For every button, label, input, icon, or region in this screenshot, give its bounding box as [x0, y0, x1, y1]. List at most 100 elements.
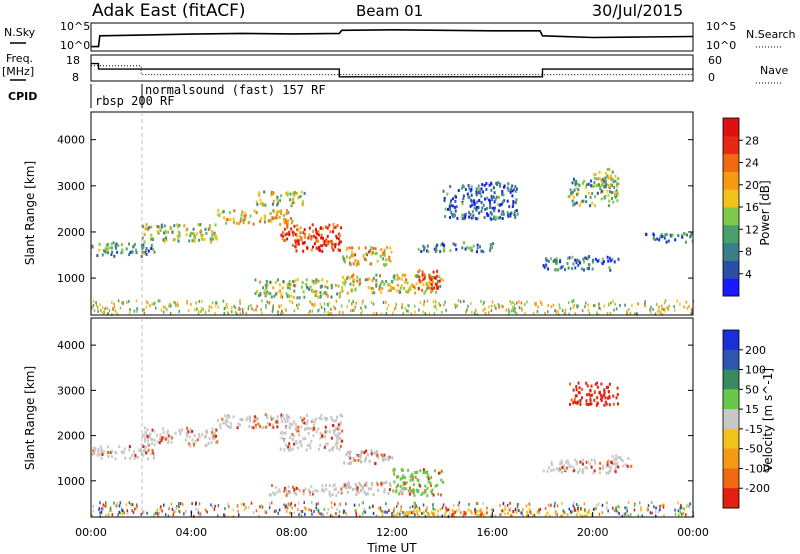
echo-cell	[229, 421, 232, 425]
echo-cell	[339, 291, 341, 295]
echo-cell	[291, 300, 294, 304]
echo-cell	[426, 299, 429, 303]
echo-cell	[402, 480, 405, 484]
echo-cell	[179, 430, 182, 434]
echo-cell	[500, 202, 503, 206]
echo-cell	[145, 451, 148, 455]
echo-cell	[373, 451, 376, 455]
echo-cell	[287, 502, 290, 506]
echo-cell	[576, 258, 579, 262]
echo-cell	[372, 504, 374, 508]
echo-cell	[394, 306, 397, 309]
echo-cell	[493, 200, 496, 204]
echo-cell	[315, 503, 318, 506]
colorbar-swatch-8	[723, 488, 739, 509]
echo-cell	[173, 300, 175, 304]
echo-cell	[327, 508, 329, 512]
echo-cell	[344, 483, 347, 487]
echo-cell	[425, 509, 428, 513]
echo-cell	[607, 390, 610, 393]
echo-cell	[337, 232, 340, 236]
echo-cell	[608, 256, 611, 260]
echo-cell	[485, 187, 488, 191]
echo-cell	[168, 507, 170, 511]
echo-cell	[364, 483, 367, 487]
echo-cell	[516, 312, 518, 316]
echo-cell	[269, 300, 271, 304]
echo-cell	[372, 287, 375, 291]
echo-cell	[281, 420, 284, 424]
echo-cell	[221, 417, 224, 421]
echo-cell	[306, 444, 309, 448]
echo-cell	[613, 191, 616, 195]
echo-cell	[578, 204, 581, 207]
echo-cell	[399, 509, 402, 512]
echo-cell	[91, 452, 94, 456]
echo-cell	[191, 502, 193, 506]
echo-cell	[346, 276, 349, 280]
echo-cell	[368, 459, 371, 463]
echo-cell	[213, 231, 216, 235]
echo-cell	[566, 466, 568, 470]
echo-cell	[685, 300, 688, 304]
echo-cell	[522, 508, 524, 512]
echo-cell	[258, 191, 261, 195]
echo-cell	[97, 448, 100, 451]
echo-cell	[395, 302, 397, 306]
echo-cell	[627, 308, 630, 311]
echo-cell	[478, 211, 481, 215]
echo-cell	[379, 506, 382, 510]
echo-cell	[475, 308, 477, 312]
echo-cell	[461, 216, 464, 220]
echo-cell	[131, 453, 134, 457]
echo-cell	[375, 452, 378, 456]
echo-cell	[288, 280, 291, 284]
echo-cell	[396, 504, 398, 508]
echo-cell	[621, 514, 623, 518]
echo-cell	[285, 489, 288, 493]
echo-cell	[349, 450, 352, 454]
echo-cell	[654, 312, 657, 316]
echo-cell	[387, 303, 390, 307]
echo-cell	[280, 303, 283, 307]
echo-cell	[294, 244, 297, 248]
echo-cell	[560, 265, 563, 269]
echo-cell	[581, 396, 583, 400]
echo-cell	[173, 510, 175, 513]
echo-cell	[110, 455, 113, 459]
echo-cell	[225, 302, 228, 306]
echo-cell	[350, 250, 353, 254]
echo-cell	[624, 303, 626, 307]
echo-cell	[481, 206, 484, 210]
echo-cell	[190, 302, 192, 306]
echo-cell	[331, 418, 334, 422]
echo-cell	[514, 508, 517, 511]
echo-cell	[151, 451, 154, 455]
echo-cell	[511, 205, 514, 208]
echo-cell	[293, 309, 296, 313]
echo-cell	[282, 280, 285, 284]
echo-cell	[355, 493, 358, 497]
echo-cell	[272, 286, 275, 290]
echo-cell	[389, 246, 392, 250]
echo-cell	[417, 479, 420, 483]
echo-cell	[296, 303, 298, 307]
echo-cell	[129, 250, 132, 254]
echo-cell	[567, 462, 570, 466]
echo-cell	[178, 428, 181, 432]
echo-cell	[349, 256, 351, 260]
echo-cell	[390, 280, 393, 284]
echo-cell	[328, 223, 331, 227]
echo-cell	[328, 430, 331, 434]
echo-cell	[160, 223, 163, 227]
echo-cell	[495, 195, 498, 199]
echo-cell	[159, 299, 161, 303]
echo-cell	[284, 506, 287, 510]
echo-cell	[546, 511, 549, 515]
echo-cell	[215, 301, 217, 304]
echo-cell	[304, 487, 307, 491]
echo-cell	[303, 421, 306, 425]
echo-cell	[573, 399, 576, 403]
echo-cell	[573, 509, 576, 513]
echo-cell	[592, 184, 595, 188]
